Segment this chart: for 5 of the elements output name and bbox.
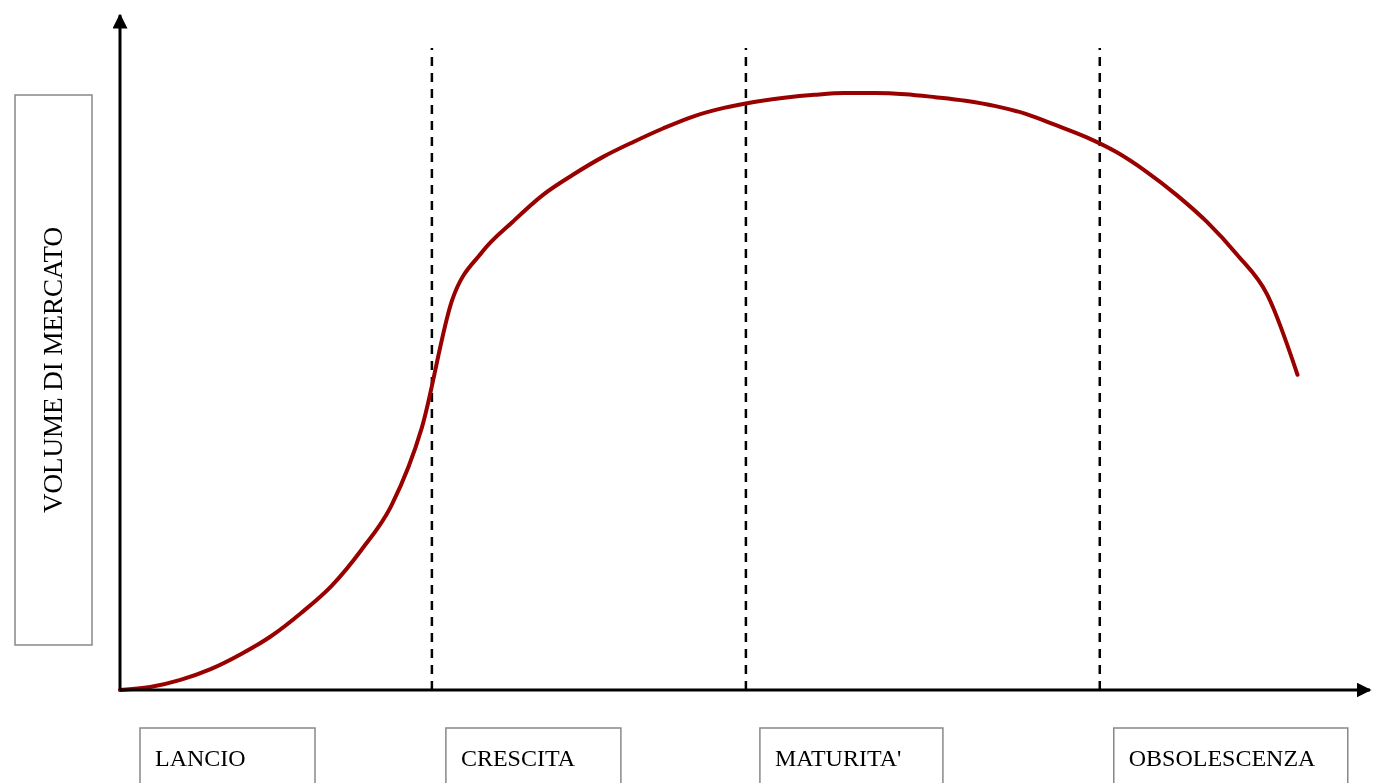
text: LANCIO — [155, 745, 246, 771]
text: MATURITA' — [774, 745, 902, 771]
y-axis-title: VOLUME DI MERCATO — [38, 226, 68, 514]
text: OBSOLESCENZA — [1128, 745, 1317, 771]
text: CRESCITA — [460, 745, 576, 771]
